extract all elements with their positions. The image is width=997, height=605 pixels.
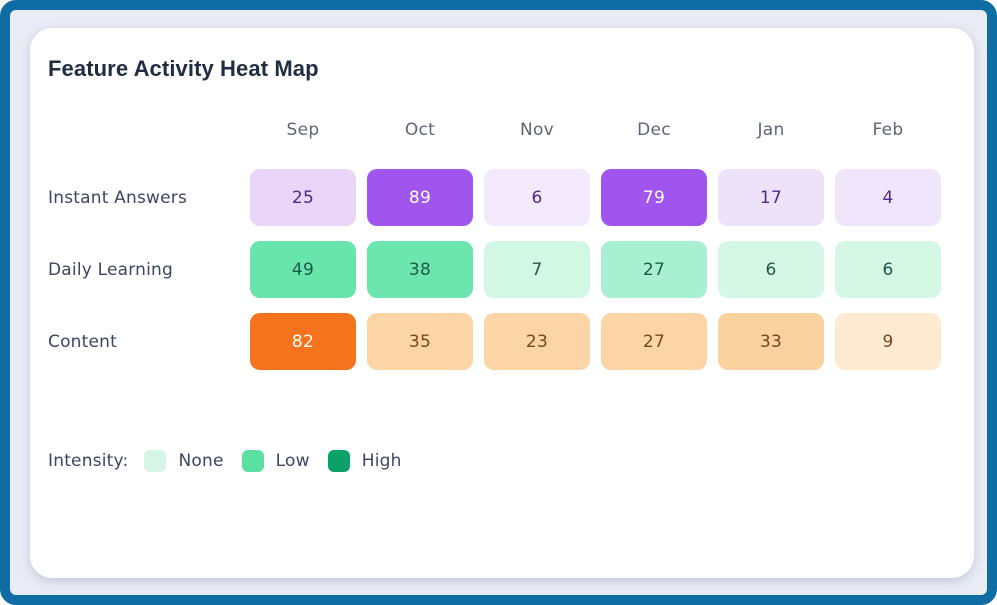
grid-corner-spacer xyxy=(48,106,239,154)
heatmap-cell: 7 xyxy=(484,241,590,298)
heatmap-cell: 89 xyxy=(367,169,473,226)
card-title: Feature Activity Heat Map xyxy=(48,56,319,81)
heatmap-grid: Sep Oct Nov Dec Jan Feb Instant Answers … xyxy=(48,106,941,370)
heatmap-cell: 6 xyxy=(718,241,824,298)
column-header-dec: Dec xyxy=(637,120,671,140)
legend-swatch-low xyxy=(241,450,264,472)
legend-title: Intensity: xyxy=(48,451,129,471)
column-header-feb: Feb xyxy=(872,120,904,140)
heatmap-cell: 4 xyxy=(835,169,941,226)
heatmap-cell: 25 xyxy=(250,169,356,226)
legend-item-high: High xyxy=(327,450,402,472)
heatmap-cell: 82 xyxy=(250,313,356,370)
heatmap-cell: 33 xyxy=(718,313,824,370)
heatmap-card: Feature Activity Heat Map Sep Oct Nov De… xyxy=(30,28,974,578)
column-header-oct: Oct xyxy=(404,120,436,140)
row-label-instant-answers: Instant Answers xyxy=(48,187,188,208)
legend-label-low: Low xyxy=(275,451,310,471)
legend-label-none: None xyxy=(178,451,224,471)
heatmap-cell: 9 xyxy=(835,313,941,370)
heatmap-cell: 27 xyxy=(601,313,707,370)
heatmap-cell: 49 xyxy=(250,241,356,298)
column-header-nov: Nov xyxy=(519,120,555,140)
legend-swatch-none xyxy=(144,450,167,472)
row-label-daily-learning: Daily Learning xyxy=(48,259,174,280)
legend-item-low: Low xyxy=(241,450,310,472)
legend-item-none: None xyxy=(144,450,223,472)
heatmap-cell: 27 xyxy=(601,241,707,298)
row-label-content: Content xyxy=(48,331,118,352)
heatmap-cell: 6 xyxy=(484,169,590,226)
heatmap-cell: 17 xyxy=(718,169,824,226)
heatmap-cell: 35 xyxy=(367,313,473,370)
heatmap-cell: 79 xyxy=(601,169,707,226)
column-header-sep: Sep xyxy=(286,120,320,140)
heatmap-cell: 23 xyxy=(484,313,590,370)
intensity-legend: Intensity: None Low High xyxy=(48,450,420,472)
heatmap-cell: 38 xyxy=(367,241,473,298)
legend-swatch-high xyxy=(327,450,350,472)
heatmap-cell: 6 xyxy=(835,241,941,298)
column-header-jan: Jan xyxy=(757,120,785,140)
legend-label-high: High xyxy=(361,451,402,471)
